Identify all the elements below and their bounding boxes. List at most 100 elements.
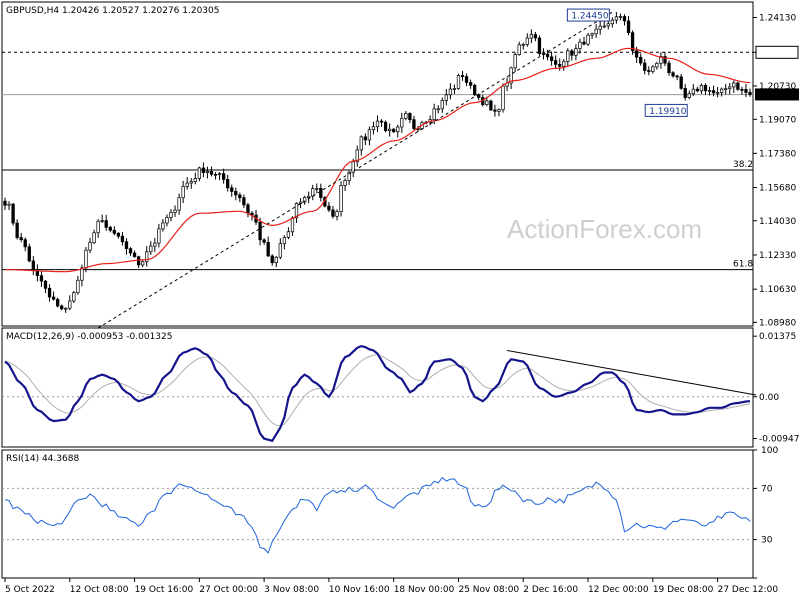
candle-body [622,16,627,22]
candle-body [748,92,752,95]
candle-body [68,300,72,309]
candle-body [371,126,376,131]
candle-body [234,191,238,196]
fib-level-label: 38.2 [733,160,753,170]
candle-body [614,16,619,21]
candle-body [193,178,197,182]
candle-body [197,167,201,179]
candle-body [221,173,226,180]
price-tick-label: 1.24130 [759,13,796,23]
candle-body [452,88,457,90]
candle-body [343,180,347,186]
candle-body [270,255,274,264]
candle-body [598,25,602,30]
rsi-line [4,476,751,554]
candle-body [246,204,250,214]
candle-body [444,94,448,101]
candle-body [740,88,744,91]
candle-body [460,75,465,77]
candle-body [315,187,319,190]
candle-body [116,232,121,237]
candle-body [517,44,521,55]
candle-body [27,246,31,262]
candle-body [35,269,40,276]
candle-body [643,62,647,71]
x-tick-label: 5 Oct 2022 [5,585,55,595]
candle-body [485,100,489,105]
candle-body [201,167,206,173]
price-tag-text: 1.24450 [571,12,608,22]
candle-body [436,108,440,111]
candle-body [375,120,380,128]
candle-body [173,209,177,213]
candle-body [153,242,157,247]
rsi-tick-label: 30 [761,536,773,546]
candle-body [136,256,141,266]
candle-body [302,197,307,203]
candle-body [404,113,408,119]
price-tick-label: 1.08980 [759,318,796,328]
macd-tick-label: 0.01375 [759,332,796,342]
candle-body [124,241,129,249]
candle-body [728,86,732,90]
price-tag-text: 1.19910 [649,107,686,117]
candle-body [695,88,700,92]
x-tick-label: 25 Nov 08:00 [458,585,519,595]
price-tick-label: 1.10630 [759,285,796,295]
candle-body [19,237,23,240]
candle-body [15,222,19,238]
price-tick-label: 1.20730 [759,82,796,92]
current-price-box [755,88,799,101]
candle-body [355,149,359,163]
candle-body [545,53,550,58]
candle-body [290,217,295,233]
rsi-tick-label: 70 [761,484,773,494]
candle-body [298,201,303,204]
candle-body [185,182,189,187]
candle-body [412,119,416,129]
candle-body [294,203,299,219]
candle-body [594,28,598,35]
candle-body [307,195,311,198]
fib-level-label: 61.8 [733,260,753,270]
candle-body [92,232,96,244]
candle-body [675,75,679,78]
candle-body [513,54,517,69]
candle-body [242,197,246,206]
candle-body [537,37,542,55]
candle-body [351,161,355,173]
candle-body [347,171,351,181]
candle-body [432,108,436,120]
candle-body [396,126,400,133]
candle-body [363,136,368,141]
candle-body [149,245,153,253]
candle-body [7,203,11,206]
price-trendline [97,11,613,329]
candle-body [456,75,461,89]
candle-body [181,186,185,199]
candle-body [209,171,214,175]
candle-body [379,120,384,123]
candle-body [440,100,444,110]
candle-body [141,261,145,266]
candle-body [189,181,193,184]
candle-body [169,212,173,218]
price-tag-box [644,103,688,117]
candle-body [549,56,554,61]
macd-panel-frame [1,327,754,448]
price-tick-label: 1.17380 [759,149,796,159]
candle-body [659,56,663,64]
candle-body [566,50,570,62]
price-tick-label: 1.14030 [759,217,796,227]
candle-body [715,92,720,94]
x-tick-label: 19 Oct 16:00 [135,585,194,595]
candle-body [217,173,222,176]
candle-body [464,76,469,83]
candle-body [51,296,56,300]
candle-body [145,251,149,263]
candle-body [230,187,234,192]
candle-body [392,128,396,133]
candle-body [683,88,687,98]
candle-body [165,217,169,224]
